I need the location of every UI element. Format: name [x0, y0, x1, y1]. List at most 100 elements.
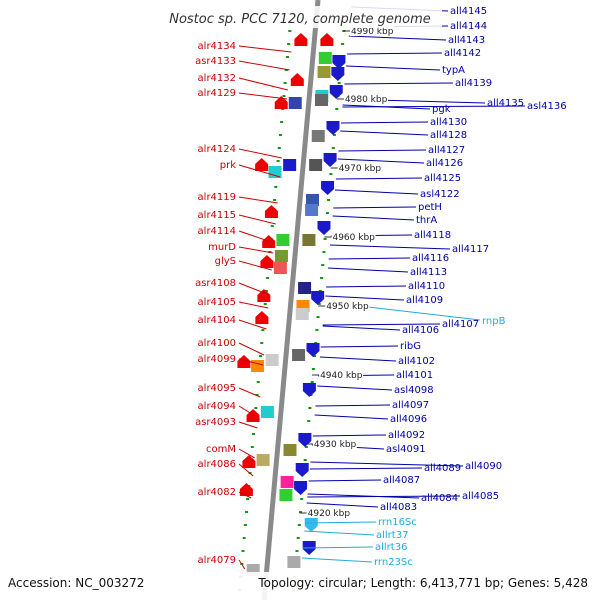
right-leader-line — [320, 345, 399, 348]
right-leader-line — [347, 52, 443, 55]
right-gene-label: asl4091 — [386, 444, 426, 455]
reverse-gene-arrow — [311, 291, 325, 305]
track-tick-left — [280, 121, 284, 123]
left-gene-label: alr4124 — [198, 144, 236, 155]
right-leader-line — [338, 149, 427, 152]
forward-gene-arrow — [257, 289, 271, 302]
rna-gene-label: rnpB — [482, 316, 506, 327]
left-gene-label: prk — [220, 160, 236, 171]
left-leader-line — [238, 60, 290, 71]
track-tick-right — [316, 316, 320, 318]
right-leader-line — [301, 557, 373, 563]
right-leader-line — [308, 479, 382, 482]
left-leader-line — [238, 260, 272, 271]
track-tick-left — [255, 394, 259, 396]
track-tick-left — [252, 433, 256, 435]
right-gene-label: all4144 — [450, 21, 487, 32]
left-gene-label: alr4095 — [198, 383, 236, 394]
right-gene-label: all4135 — [487, 98, 524, 109]
right-gene-label: all4145 — [450, 6, 487, 17]
right-leader-line — [346, 65, 441, 71]
track-tick-left — [242, 537, 246, 539]
right-leader-line — [304, 521, 377, 524]
left-leader-line — [238, 164, 281, 178]
left-leader-line — [238, 448, 256, 459]
gene-box — [251, 360, 265, 372]
forward-gene-arrow — [255, 158, 269, 171]
right-leader-line — [340, 121, 429, 124]
track-tick-left — [278, 134, 282, 136]
track-tick-right — [307, 420, 311, 422]
track-tick-left — [270, 225, 274, 227]
track-tick-right — [325, 212, 329, 214]
right-gene-label: all4130 — [430, 117, 467, 128]
left-gene-label: asr4108 — [195, 278, 236, 289]
rna-leader-line — [359, 305, 481, 321]
right-gene-label: all4084 — [421, 493, 458, 504]
gene-box — [298, 282, 312, 294]
left-leader-line — [238, 230, 275, 244]
left-gene-label: murD — [208, 242, 236, 253]
track-tick-right — [295, 550, 299, 552]
kbp-marker-label: 4950 kbp — [326, 302, 369, 312]
right-leader-line — [340, 130, 429, 136]
right-leader-line — [314, 414, 389, 420]
left-leader-line — [238, 214, 276, 225]
kbp-marker-backdrop — [350, 25, 395, 36]
right-gene-label: petH — [418, 202, 442, 213]
right-gene-label: thrA — [416, 215, 437, 226]
reverse-gene-arrow — [306, 343, 320, 357]
right-gene-label: all4092 — [388, 430, 425, 441]
gene-box — [295, 308, 309, 320]
gene-box — [311, 130, 325, 142]
kbp-marker-label: 4930 kbp — [314, 440, 357, 450]
right-gene-label: all4116 — [412, 253, 449, 264]
gene-box — [268, 166, 282, 178]
left-gene-label: alr4132 — [198, 73, 236, 84]
right-gene-label: all4090 — [465, 461, 502, 472]
right-leader-line — [328, 257, 411, 260]
forward-gene-arrow — [242, 455, 256, 468]
reverse-gene-arrow — [326, 121, 340, 135]
gene-box — [315, 94, 328, 106]
forward-gene-arrow — [237, 355, 251, 368]
gene-box — [305, 204, 319, 216]
track-tick-left — [266, 277, 270, 279]
right-gene-label: pgk — [432, 104, 451, 115]
right-leader-line — [326, 285, 407, 288]
kbp-marker-label: 4990 kbp — [351, 27, 394, 37]
track-tick-right — [327, 199, 331, 201]
kbp-marker-label: 4940 kbp — [320, 371, 363, 381]
kbp-marker-label: 4960 kbp — [332, 233, 375, 243]
forward-gene-arrow — [239, 483, 253, 496]
left-gene-label: alr4114 — [198, 226, 236, 237]
gene-labels: alr4134 asr4133 alr4132 alr4129 alr4124 prk al… — [195, 6, 566, 568]
forward-gene-arrow — [260, 255, 274, 268]
right-leader-line — [310, 461, 464, 467]
track-tick-left — [287, 43, 291, 45]
left-leader-line — [238, 45, 292, 53]
reverse-gene-arrow — [302, 383, 316, 397]
left-leader-line — [238, 92, 288, 100]
left-gene-label: alr4134 — [198, 41, 236, 52]
right-leader-line — [333, 206, 417, 209]
right-leader-line — [317, 385, 393, 391]
left-leader-line — [238, 196, 278, 204]
track-tick-right — [303, 459, 307, 461]
gene-box — [280, 476, 294, 488]
track-tick-left — [288, 30, 292, 32]
right-gene-label: asl4122 — [420, 189, 460, 200]
right-leader-line — [315, 404, 391, 407]
track-tick-left — [263, 303, 267, 305]
right-leader-line — [306, 502, 379, 508]
gene-box — [309, 159, 323, 171]
right-gene-label: all4118 — [414, 230, 451, 241]
kbp-marker-label: 4920 kbp — [308, 509, 351, 519]
track-tick-left — [246, 498, 250, 500]
reverse-gene-arrow — [321, 181, 335, 195]
gene-box — [283, 444, 297, 456]
track-tick-left — [273, 199, 277, 201]
kbp-marker-label: 4970 kbp — [339, 164, 382, 174]
left-gene-label: alr4104 — [198, 315, 236, 326]
kbp-marker-backdrop — [343, 93, 388, 104]
